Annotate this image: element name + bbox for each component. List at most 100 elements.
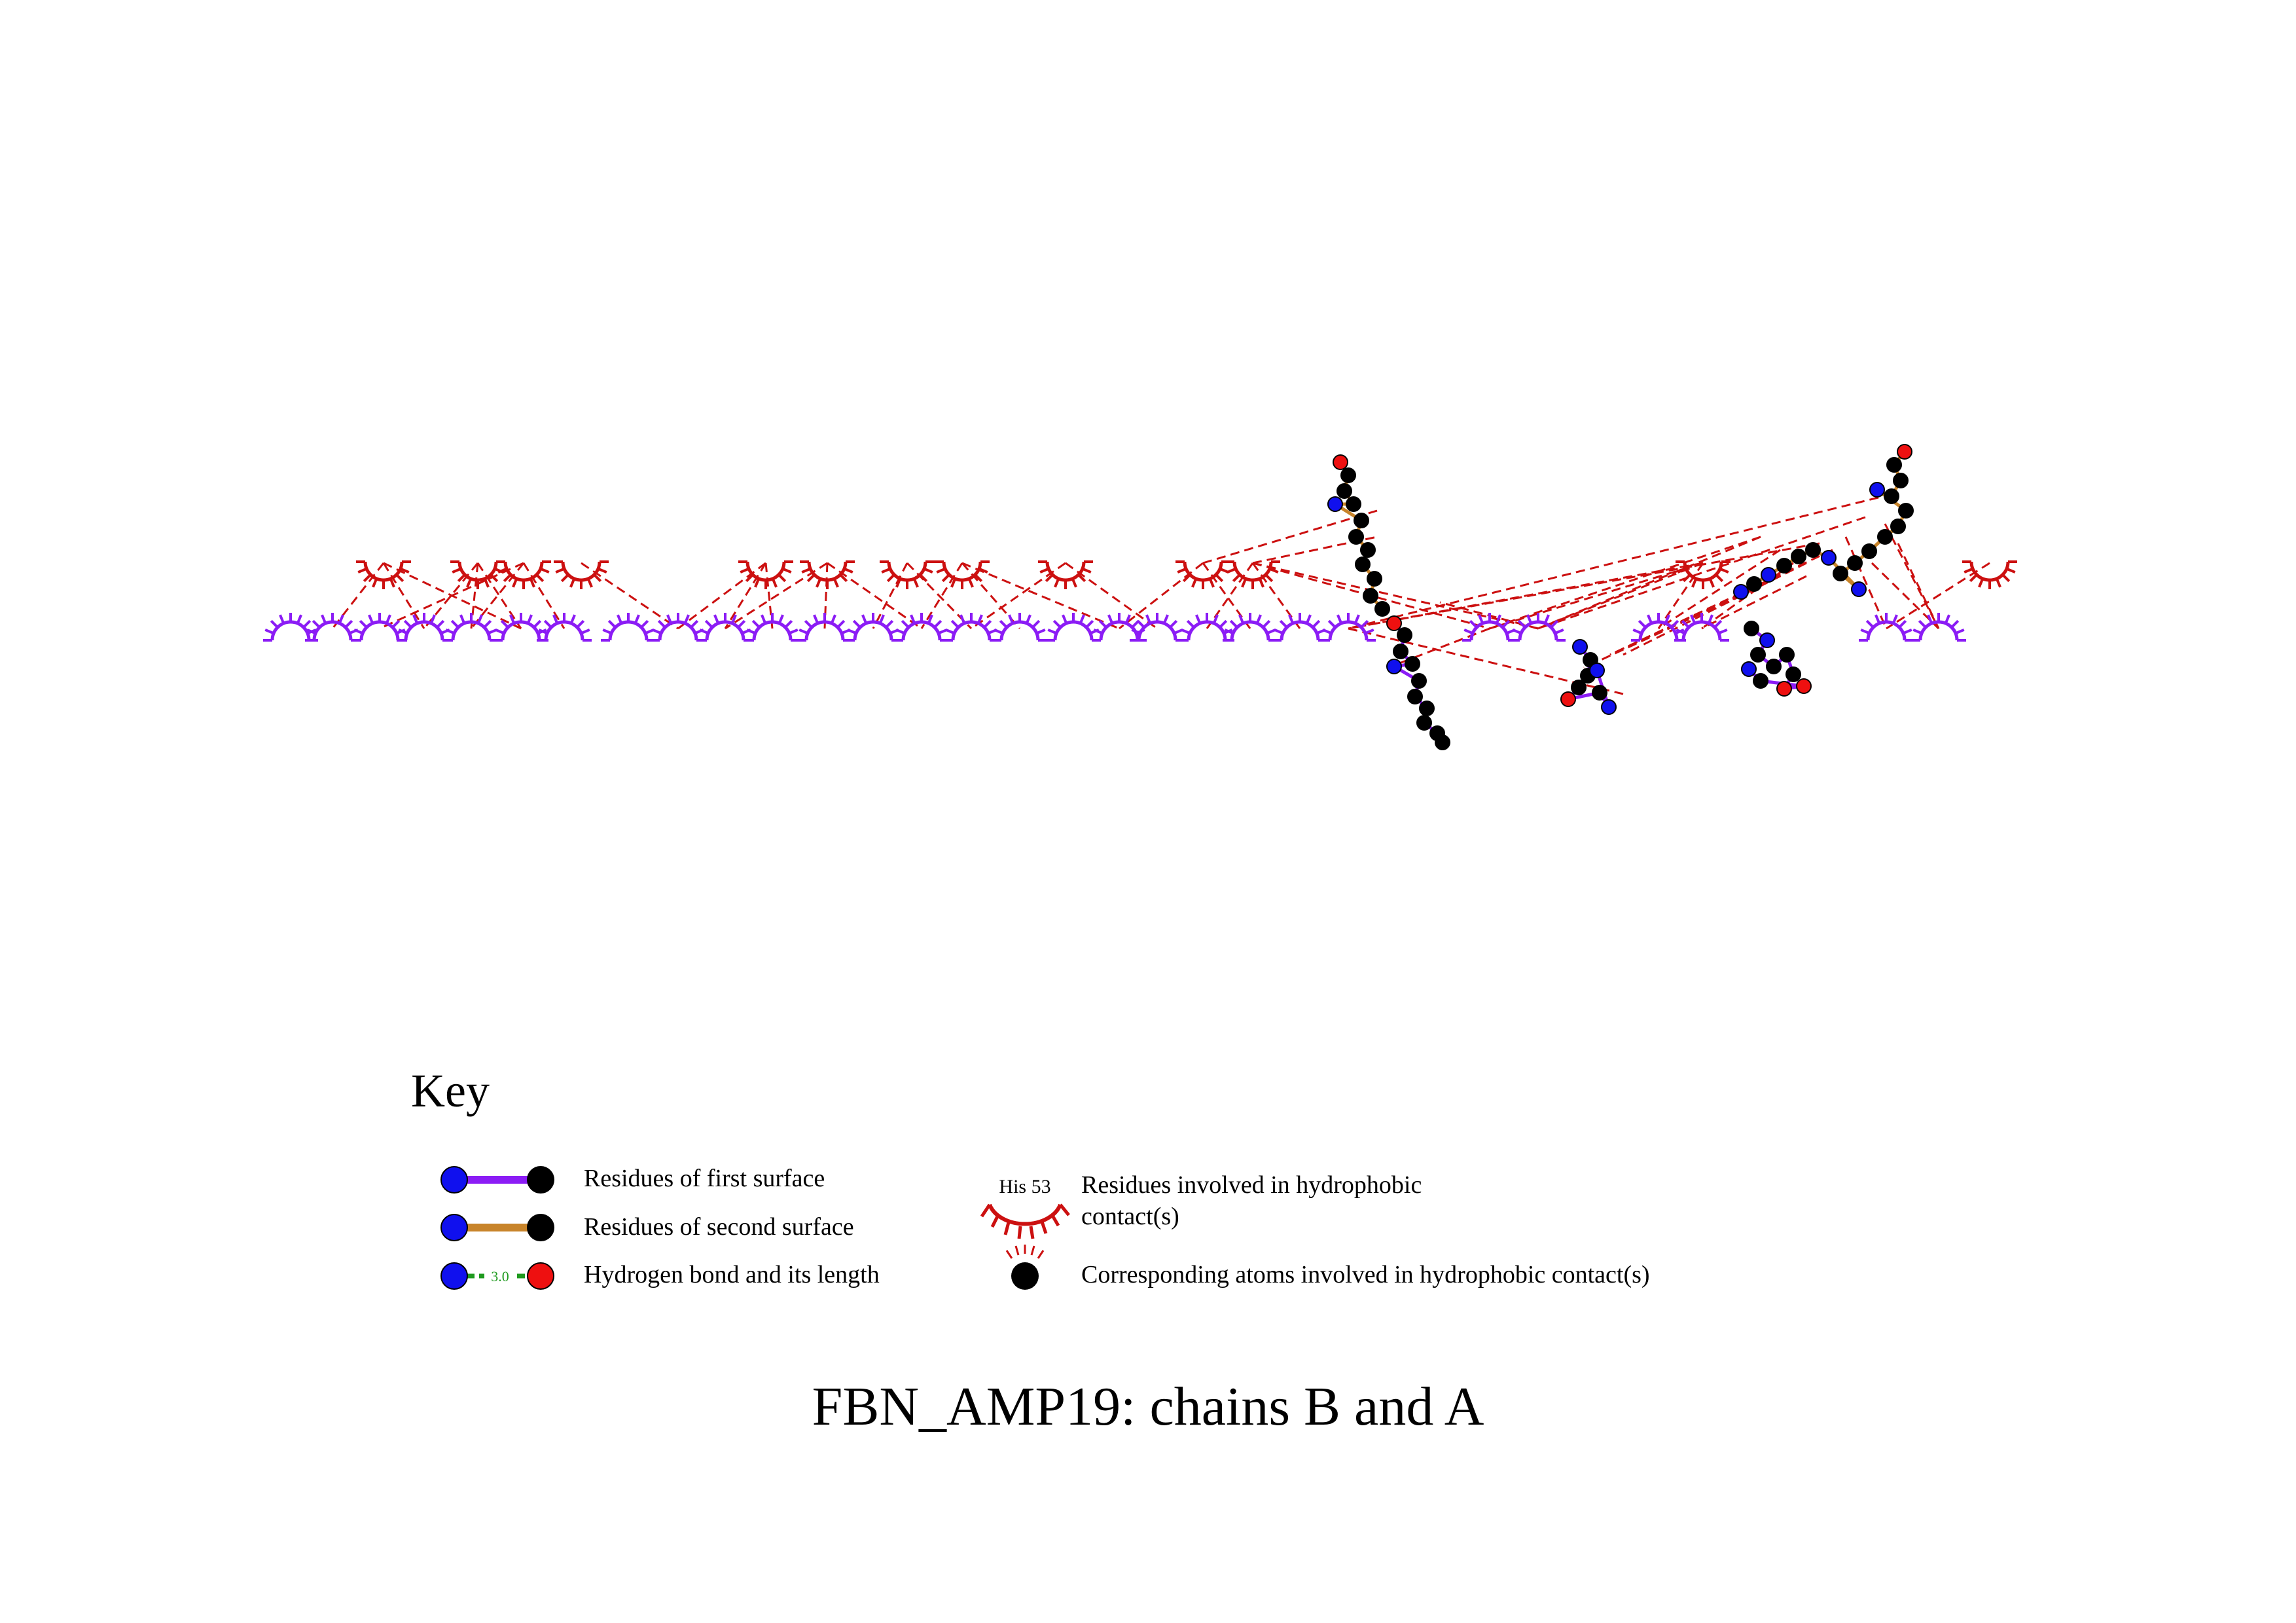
residue-arcs [263, 560, 2017, 642]
atom [1744, 621, 1759, 636]
atom [1805, 542, 1821, 558]
first-surface-residue [1223, 613, 1278, 642]
asn-b-side-chain [1560, 639, 1617, 715]
hydrophobic-contact-line [725, 562, 828, 630]
atom [1796, 678, 1812, 694]
hydrophobic-contact-line [1537, 536, 1761, 630]
hydrophobic-contact-line [1206, 562, 1254, 629]
hydrophobic-contact-line [1657, 562, 1704, 629]
atom [1886, 457, 1902, 473]
atom [1779, 647, 1795, 663]
first-surface-residue [1674, 613, 1729, 642]
hydrophobic-contact-line [872, 562, 908, 629]
atom [1355, 556, 1371, 572]
hydrophobic-atom-icon [1005, 1245, 1045, 1290]
first-surface-residue [846, 613, 901, 642]
atom [1435, 735, 1450, 750]
atom [1360, 542, 1376, 558]
atom [1592, 685, 1607, 701]
hydrophobic-contact-line [823, 562, 829, 629]
atom [1753, 673, 1768, 689]
first-surface-residue [894, 613, 949, 642]
first-surface-residue [352, 613, 407, 642]
hydrogen-bond-icon: 3.0 [440, 1262, 554, 1290]
first-surface-residue [1321, 613, 1376, 642]
hydrophobic-contact-line [522, 562, 565, 629]
hydrophobic-contact-line [1897, 543, 1940, 629]
first-surface-residue [1179, 613, 1234, 642]
atom [1333, 454, 1348, 470]
second-surface-residue [1676, 560, 1731, 589]
hydrophobic-contact-line [1489, 562, 1704, 630]
hydrophobic-contact-line [470, 562, 479, 629]
first-surface-residue [797, 613, 852, 642]
atom [1348, 529, 1364, 545]
atom [1766, 659, 1782, 674]
second-surface-residue [1225, 560, 1280, 589]
atom [1601, 699, 1617, 715]
atom [1336, 483, 1352, 499]
second-surface-residue [356, 560, 411, 589]
atom [1847, 555, 1863, 571]
diagram-title: FBN_AMP19: chains B and A [812, 1376, 1484, 1437]
atom [1746, 576, 1762, 592]
first-surface-residue [263, 613, 318, 642]
lys-b-side-chain [1386, 615, 1450, 750]
atom [1833, 566, 1848, 581]
first-surface-residue [537, 613, 592, 642]
first-surface-residue [992, 613, 1047, 642]
atom [1407, 689, 1423, 704]
hydrophobic-contact-line [764, 562, 774, 629]
atom [1405, 656, 1420, 672]
second-surface-residue [935, 560, 990, 589]
second-surface-residue [1962, 560, 2017, 589]
atom [1572, 639, 1588, 655]
hydrophobic-contact-line [1701, 562, 1794, 630]
arg-a-side-chain [1733, 444, 1914, 600]
atom [1327, 496, 1343, 512]
atom [1821, 550, 1837, 566]
first-surface-residue [944, 613, 999, 642]
hydrophobic-contact-line [1252, 562, 1539, 630]
hydrophobic-contact-line [1489, 536, 1761, 630]
atom [1890, 519, 1906, 534]
second-surface-residue [1038, 560, 1093, 589]
atom [1759, 632, 1775, 648]
hydrophobic-contact-line [1202, 509, 1378, 564]
atom [1733, 584, 1749, 600]
hydrophobic-contact-line [1537, 562, 1704, 630]
legend-label-hydrophobic-residues: Residues involved in hydrophobic contact… [1081, 1171, 1422, 1230]
legend-label-hydrogen-bond: Hydrogen bond and its length [584, 1261, 880, 1288]
hydrophobic-contact-line [920, 562, 963, 629]
atom [1869, 482, 1885, 498]
atom [1363, 588, 1378, 604]
second-surface-residue [496, 560, 551, 589]
atom [1898, 503, 1914, 519]
second-surface-residue [800, 560, 855, 589]
first-surface-residue [1911, 613, 1966, 642]
hydrophobic-arc-icon: His 53 [980, 1176, 1070, 1239]
hydrophobic-contact-line [1701, 575, 1807, 630]
atom [1750, 647, 1766, 663]
hydrogen-bond-length-label: 3.0 [491, 1268, 509, 1285]
atom [1560, 691, 1576, 707]
atom [1393, 644, 1408, 659]
atom [1861, 543, 1877, 559]
atom [1791, 549, 1806, 564]
hydrophobic-contact-line [724, 562, 767, 629]
atom [1776, 681, 1792, 697]
atom [1354, 513, 1369, 528]
hydrophobic-contact-line [1884, 523, 1940, 629]
second-surface-residue [880, 560, 935, 589]
atom [1340, 467, 1356, 483]
atom [1367, 571, 1382, 587]
first-surface-residue [1511, 613, 1566, 642]
atom [1884, 488, 1899, 504]
hydrophobic-contact-line [476, 562, 522, 629]
atom [1893, 473, 1909, 488]
atom [1411, 673, 1427, 689]
hydrophobic-contact-line [1844, 536, 1888, 629]
hydrophobic-contact-line [1348, 542, 1820, 630]
